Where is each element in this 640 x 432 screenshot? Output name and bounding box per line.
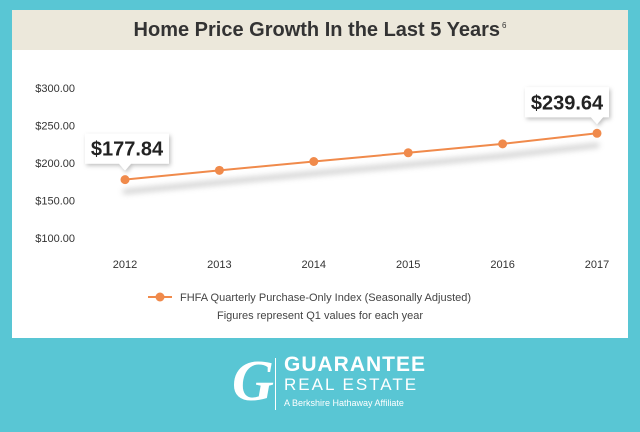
callout-box [525,87,609,125]
x-tick-label: 2012 [113,259,137,271]
chart-title: Home Price Growth In the Last 5 Years 6 [133,18,507,41]
data-point [214,165,224,175]
chart-card: Home Price Growth In the Last 5 Years 6 $… [12,10,628,338]
data-point [309,157,319,166]
legend-label: FHFA Quarterly Purchase-Only Index (Seas… [180,292,471,304]
series-line [124,132,598,181]
legend-marker [155,292,165,302]
callout-label: $239.64 [531,92,604,114]
y-tick-label: $150.00 [35,196,75,208]
title-footnote: 6 [501,20,507,30]
title-band: Home Price Growth In the Last 5 Years 6 [12,10,628,50]
data-point [498,139,508,149]
x-tick-label: 2017 [585,259,609,271]
data-point [403,148,413,158]
series-line-shadow [122,142,600,195]
logo-tagline: A Berkshire Hathaway Affiliate [284,398,404,408]
value-callout: $239.64 [525,87,609,125]
callout-label: $177.84 [91,139,164,161]
logo-subtitle: REAL ESTATE [284,375,419,394]
line-chart: $300.00 $250.00 $200.00 $150.00 $100.00 2012… [35,83,609,322]
logo-divider [275,358,276,410]
data-point [120,175,130,185]
x-tick-label: 2014 [302,259,326,271]
logo-g-mark: G [232,348,274,413]
x-tick-label: 2013 [207,259,231,271]
y-tick-label: $200.00 [35,158,75,170]
y-tick-label: $250.00 [35,121,75,133]
logo-name: GUARANTEE [284,353,427,376]
x-tick-label: 2015 [396,259,420,271]
y-tick-label: $100.00 [35,233,75,245]
chart-note: Figures represent Q1 values for each yea… [217,310,423,322]
value-callout: $177.84 [85,133,169,171]
callout-box [85,133,169,171]
y-tick-label: $300.00 [35,83,75,95]
x-tick-label: 2016 [490,259,514,271]
company-logo: G GUARANTEE REAL ESTATE A Berkshire Hath… [232,350,425,414]
data-point [592,128,602,138]
